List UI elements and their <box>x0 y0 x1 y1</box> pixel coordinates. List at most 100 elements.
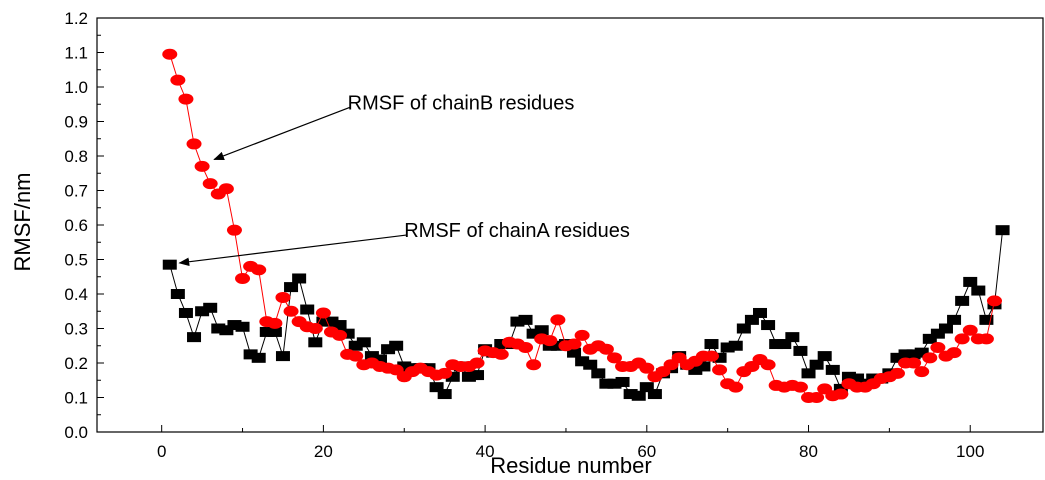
data-point-square <box>518 314 533 325</box>
data-point-square <box>437 389 452 400</box>
x-tick-label: 0 <box>157 442 166 461</box>
data-point-circle <box>526 359 542 371</box>
data-point-circle <box>518 341 534 353</box>
series-0 <box>162 225 1010 401</box>
data-point-circle <box>833 388 849 400</box>
data-point-circle <box>437 367 453 379</box>
data-point-square <box>785 332 800 343</box>
data-point-square <box>203 302 218 313</box>
data-point-square <box>170 289 185 299</box>
data-point-circle <box>930 341 946 353</box>
data-point-circle <box>178 93 194 105</box>
data-point-square <box>300 304 315 315</box>
data-point-square <box>623 389 638 400</box>
data-point-square <box>389 340 404 351</box>
y-tick-label: 0.2 <box>64 354 88 373</box>
annotation-label-0: RMSF of chainB residues <box>348 92 575 114</box>
data-point-circle <box>946 347 962 359</box>
data-point-square <box>381 344 396 355</box>
data-point-square <box>284 282 299 293</box>
x-tick-label: 80 <box>799 442 818 461</box>
data-point-circle <box>962 324 978 336</box>
data-point-square <box>235 321 250 332</box>
y-tick-label: 0.4 <box>64 285 88 304</box>
y-tick-label: 0.3 <box>64 320 88 339</box>
data-point-square <box>292 273 307 284</box>
data-point-square <box>639 382 654 393</box>
x-axis-title: Residue number <box>490 453 651 478</box>
data-point-square <box>971 285 986 296</box>
data-point-square <box>461 371 476 382</box>
data-point-circle <box>469 357 485 369</box>
data-point-square <box>947 314 962 325</box>
data-point-circle <box>542 335 558 347</box>
data-point-square <box>890 352 905 363</box>
y-tick-label: 0.5 <box>64 251 88 270</box>
data-point-square <box>922 333 937 344</box>
data-point-square <box>898 349 913 360</box>
x-tick-label: 60 <box>637 442 656 461</box>
data-point-circle <box>226 224 242 236</box>
x-tick-label: 100 <box>956 442 984 461</box>
data-point-square <box>809 359 824 370</box>
y-tick-label: 0.6 <box>64 216 88 235</box>
data-point-circle <box>332 329 348 341</box>
annotations: RMSF of chainB residues RMSF of chainA re… <box>178 92 630 267</box>
data-point-circle <box>792 381 808 393</box>
data-point-square <box>769 339 784 350</box>
data-point-square <box>607 378 622 389</box>
data-point-circle <box>235 272 251 284</box>
data-point-circle <box>202 178 218 190</box>
data-point-square <box>364 351 379 362</box>
data-point-square <box>930 328 945 339</box>
annotation-arrow-1 <box>178 234 407 267</box>
data-point-square <box>397 361 412 372</box>
data-point-square <box>227 320 242 331</box>
data-point-square <box>841 371 856 382</box>
y-tick-label: 0.0 <box>64 423 88 442</box>
y-tick-label: 1.0 <box>64 78 88 97</box>
data-point-square <box>470 370 485 381</box>
data-point-square <box>575 356 590 367</box>
data-point-circle <box>922 352 938 364</box>
data-point-square <box>761 320 776 331</box>
y-tick-label: 0.8 <box>64 147 88 166</box>
data-point-circle <box>978 333 994 345</box>
data-point-square <box>526 328 541 339</box>
data-point-circle <box>267 317 283 329</box>
data-point-circle <box>550 314 566 326</box>
data-point-square <box>340 328 355 339</box>
data-point-square <box>356 337 371 348</box>
data-point-square <box>712 352 727 363</box>
data-point-square <box>267 326 282 337</box>
data-point-square <box>308 337 323 348</box>
x-tick-label: 20 <box>314 442 333 461</box>
data-point-square <box>534 325 549 336</box>
data-point-circle <box>186 138 202 150</box>
data-point-circle <box>986 295 1002 307</box>
data-point-square <box>583 359 598 370</box>
data-point-circle <box>809 392 825 403</box>
data-point-square <box>251 352 266 363</box>
data-point-circle <box>251 264 267 276</box>
data-point-square <box>599 378 614 389</box>
data-point-circle <box>194 160 210 172</box>
axes: 0.0 0.1 0.2 0.3 0.4 0.5 0.6 0.7 0.8 0.9 1.0 1.1 1.2 0… <box>64 9 1044 461</box>
data-point-square <box>631 390 646 401</box>
series-group <box>162 48 1010 403</box>
data-point-square <box>372 354 387 365</box>
data-point-square <box>704 339 719 350</box>
data-point-circle <box>315 307 331 319</box>
data-point-square <box>316 316 331 327</box>
data-point-square <box>744 314 759 325</box>
data-point-square <box>793 345 808 356</box>
data-point-square <box>429 382 444 393</box>
data-point-square <box>938 323 953 334</box>
data-point-square <box>801 368 816 379</box>
data-point-circle <box>914 366 930 378</box>
data-point-square <box>178 307 193 318</box>
data-point-circle <box>728 381 744 393</box>
y-tick-label: 0.9 <box>64 113 88 132</box>
data-point-circle <box>170 74 186 86</box>
data-point-circle <box>889 367 905 379</box>
